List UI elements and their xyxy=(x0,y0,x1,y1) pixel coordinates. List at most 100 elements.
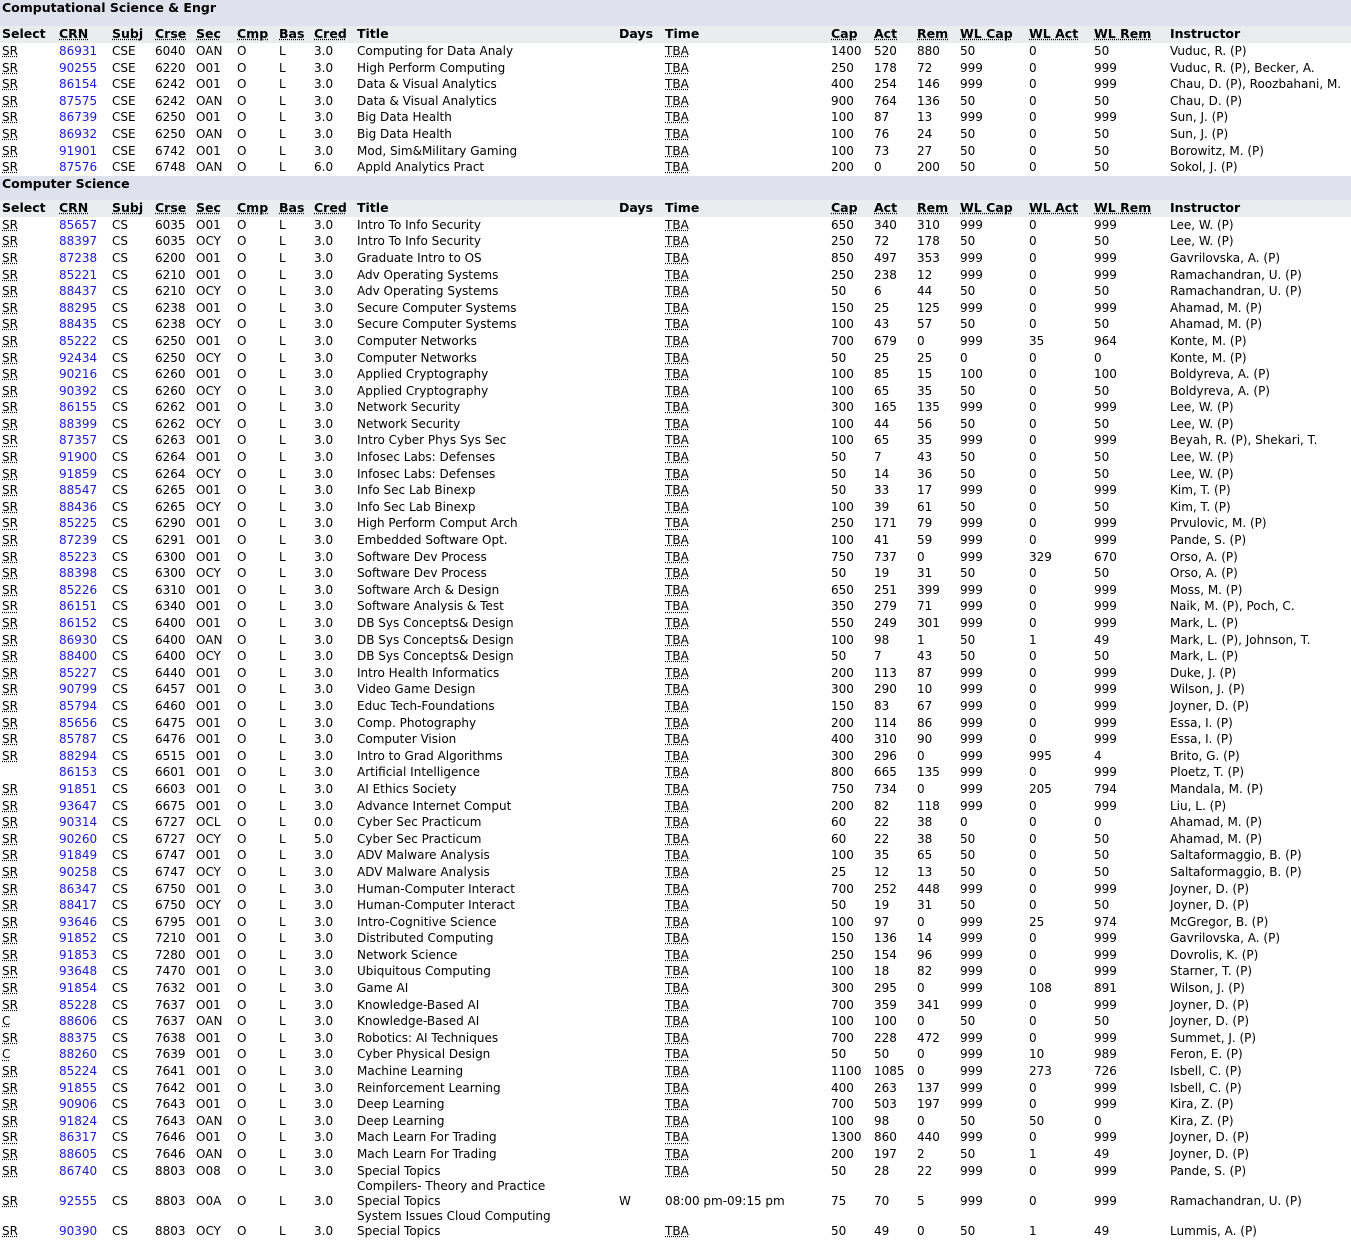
table-row: SR 92434 CS 6250 OCY O L 3.0 Computer Networks TB… xyxy=(0,350,1351,367)
crn-link[interactable]: 90258 xyxy=(59,864,98,879)
time-value: TBA xyxy=(665,831,689,846)
crn-link[interactable]: 88400 xyxy=(59,649,98,664)
cell-crse: 7642 xyxy=(155,1080,186,1095)
crn-link[interactable]: 85656 xyxy=(59,715,98,730)
crn-link[interactable]: 85787 xyxy=(59,732,98,747)
select-status: SR xyxy=(2,383,18,398)
crn-link[interactable]: 93647 xyxy=(59,798,98,813)
cell-act: 764 xyxy=(874,93,897,108)
crn-link[interactable]: 91852 xyxy=(59,931,98,946)
cell-cap: 200 xyxy=(831,715,854,730)
crn-link[interactable]: 92434 xyxy=(59,350,98,365)
crn-link[interactable]: 85221 xyxy=(59,267,98,282)
crn-link[interactable]: 86739 xyxy=(59,110,98,125)
crn-link[interactable]: 88547 xyxy=(59,483,98,498)
cell-rem: 178 xyxy=(917,234,940,249)
cell-wlcap: 999 xyxy=(960,698,983,713)
crn-link[interactable]: 88375 xyxy=(59,1030,98,1045)
crn-link[interactable]: 87238 xyxy=(59,250,98,265)
crn-link[interactable]: 90260 xyxy=(59,831,98,846)
crn-link[interactable]: 91859 xyxy=(59,466,98,481)
cell-subj: CSE xyxy=(112,110,136,125)
cell-crse: 6250 xyxy=(155,350,186,365)
cell-crse: 6242 xyxy=(155,93,186,108)
crn-link[interactable]: 90314 xyxy=(59,815,98,830)
crn-link[interactable]: 90390 xyxy=(59,1223,98,1238)
crn-link[interactable]: 85226 xyxy=(59,582,98,597)
crn-link[interactable]: 86155 xyxy=(59,400,98,415)
cell-time: TBA xyxy=(663,76,829,93)
course-title: Machine Learning xyxy=(357,1064,464,1079)
crn-link[interactable]: 86153 xyxy=(59,765,98,780)
crn-link[interactable]: 88605 xyxy=(59,1147,98,1161)
cell-wlact: 0 xyxy=(1029,1130,1037,1145)
crn-link[interactable]: 85794 xyxy=(59,698,98,713)
cell-wlrem: 999 xyxy=(1094,881,1117,896)
cell-select: SR xyxy=(0,598,57,615)
cell-bas: L xyxy=(279,649,286,664)
cell-time: TBA xyxy=(663,798,829,815)
crn-link[interactable]: 87357 xyxy=(59,433,98,448)
cell-bas: L xyxy=(279,433,286,448)
crn-link[interactable]: 90255 xyxy=(59,60,98,75)
crn-link[interactable]: 85657 xyxy=(59,217,98,232)
crn-link[interactable]: 88437 xyxy=(59,284,98,299)
crn-link[interactable]: 91901 xyxy=(59,143,98,158)
crn-link[interactable]: 86154 xyxy=(59,77,98,92)
crn-link[interactable]: 85222 xyxy=(59,333,98,348)
crn-link[interactable]: 91900 xyxy=(59,450,98,465)
cell-crn: 88606 xyxy=(57,1013,110,1030)
cell-crn: 85787 xyxy=(57,731,110,748)
crn-link[interactable]: 91853 xyxy=(59,947,98,962)
crn-link[interactable]: 87575 xyxy=(59,93,98,108)
crn-link[interactable]: 90392 xyxy=(59,383,98,398)
crn-link[interactable]: 93648 xyxy=(59,964,98,979)
crn-link[interactable]: 92555 xyxy=(59,1193,98,1208)
crn-link[interactable]: 85223 xyxy=(59,549,98,564)
crn-link[interactable]: 91849 xyxy=(59,848,98,863)
cell-select: SR xyxy=(0,416,57,433)
crn-link[interactable]: 88606 xyxy=(59,1014,98,1029)
crn-link[interactable]: 91851 xyxy=(59,781,98,796)
crn-link[interactable]: 91854 xyxy=(59,981,98,996)
cell-crn: 86153 xyxy=(57,764,110,781)
cell-bas: L xyxy=(279,848,286,863)
crn-link[interactable]: 88397 xyxy=(59,234,98,249)
crn-link[interactable]: 91855 xyxy=(59,1080,98,1095)
crn-link[interactable]: 86931 xyxy=(59,44,98,58)
crn-link[interactable]: 86740 xyxy=(59,1163,98,1178)
cell-days xyxy=(617,914,663,931)
crn-link[interactable]: 88398 xyxy=(59,566,98,581)
crn-link[interactable]: 88399 xyxy=(59,416,98,431)
crn-link[interactable]: 87576 xyxy=(59,160,98,175)
time-value: TBA xyxy=(665,1064,689,1079)
crn-link[interactable]: 86932 xyxy=(59,126,98,141)
cell-instructor: Wilson, J. (P) xyxy=(1170,981,1245,996)
crn-link[interactable]: 90799 xyxy=(59,682,98,697)
crn-link[interactable]: 85228 xyxy=(59,997,98,1012)
crn-link[interactable]: 85227 xyxy=(59,665,98,680)
crn-link[interactable]: 88260 xyxy=(59,1047,98,1062)
crn-link[interactable]: 86347 xyxy=(59,881,98,896)
time-value: TBA xyxy=(665,367,689,382)
crn-link[interactable]: 85224 xyxy=(59,1064,98,1079)
crn-link[interactable]: 86151 xyxy=(59,599,98,614)
crn-link[interactable]: 88435 xyxy=(59,317,98,332)
crn-link[interactable]: 90216 xyxy=(59,367,98,382)
crn-link[interactable]: 91824 xyxy=(59,1113,98,1128)
crn-link[interactable]: 86317 xyxy=(59,1130,98,1145)
cell-title: Software Dev Process xyxy=(355,549,617,566)
crn-link[interactable]: 88436 xyxy=(59,499,98,514)
cell-days xyxy=(617,881,663,898)
crn-link[interactable]: 93646 xyxy=(59,914,98,929)
cell-time: TBA xyxy=(663,43,829,60)
crn-link[interactable]: 88294 xyxy=(59,748,98,763)
crn-link[interactable]: 90906 xyxy=(59,1097,98,1112)
cell-cap: 550 xyxy=(831,616,854,630)
crn-link[interactable]: 88295 xyxy=(59,300,98,315)
crn-link[interactable]: 88417 xyxy=(59,898,98,913)
crn-link[interactable]: 87239 xyxy=(59,533,98,548)
crn-link[interactable]: 86930 xyxy=(59,632,98,647)
crn-link[interactable]: 86152 xyxy=(59,616,98,630)
crn-link[interactable]: 85225 xyxy=(59,516,98,531)
